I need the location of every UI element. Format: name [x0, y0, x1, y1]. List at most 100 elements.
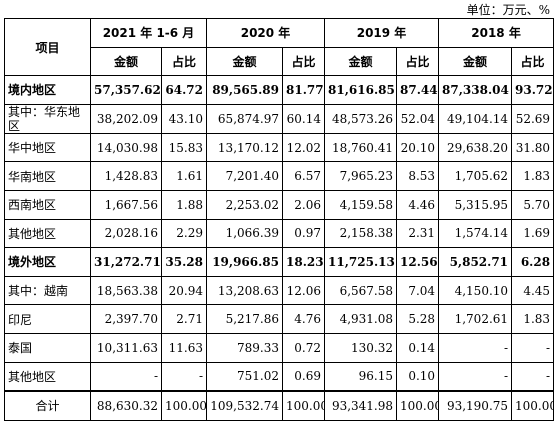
ratio-cell: 0.10 — [396, 361, 440, 392]
ratio-cell: 1.83 — [511, 161, 554, 191]
header-period: 2020 年 — [205, 18, 326, 48]
amount-cell: 87,338.04 — [438, 75, 513, 105]
amount-cell: 81,616.85 — [324, 75, 398, 105]
header-ratio: 占比 — [281, 46, 326, 77]
ratio-cell: - — [511, 361, 554, 392]
header-amount: 金额 — [206, 46, 283, 77]
header-amount: 金额 — [438, 46, 513, 77]
ratio-cell: 81.77 — [281, 75, 326, 105]
row-label: 华中地区 — [4, 132, 91, 163]
row-label: 境内地区 — [4, 75, 91, 105]
amount-cell: 96.15 — [324, 361, 398, 392]
ratio-cell: 6.57 — [281, 161, 326, 191]
ratio-cell: 20.94 — [161, 275, 207, 306]
revenue-by-region-table: 项目 2021 年 1-6 月 2020 年 2019 年 2018 年 金额 … — [4, 17, 554, 421]
header-amount: 金额 — [90, 46, 162, 77]
ratio-cell: 0.14 — [396, 332, 440, 363]
ratio-cell: 5.70 — [511, 189, 554, 220]
ratio-cell: 31.80 — [511, 132, 554, 163]
ratio-cell: 60.14 — [281, 103, 326, 134]
table-row: 其他地区 - -751.02 0.69 96.15 0.10- - — [4, 361, 554, 392]
header-row-metrics: 金额 占比 金额 占比 金额 占比 金额 占比 — [5, 46, 554, 77]
row-label: 西南地区 — [4, 189, 91, 220]
table-row: 印尼 2,397.70 2.71 5,217.86 4.76 4,931.08 5.28 1,… — [4, 304, 554, 334]
ratio-cell: 11.63 — [161, 332, 207, 363]
amount-cell: - — [438, 361, 513, 392]
amount-cell: 109,532.74 — [206, 390, 283, 421]
table-row: 泰国 10,311.63 11.63 789.33 0.72 130.32 0.14- - — [4, 332, 554, 363]
table-row: 境外地区 31,272.71 35.28 19,966.85 18.23 11,725.1… — [4, 247, 554, 277]
ratio-cell: 2.31 — [396, 218, 440, 249]
ratio-cell: 64.72 — [161, 75, 207, 105]
amount-cell: 5,852.71 — [438, 247, 513, 277]
row-label: 其他地区 — [4, 361, 91, 392]
amount-cell: 65,874.97 — [206, 103, 283, 134]
amount-cell: 7,201.40 — [206, 161, 283, 191]
ratio-cell: 43.10 — [161, 103, 207, 134]
header-ratio: 占比 — [161, 46, 207, 77]
amount-cell: 4,931.08 — [324, 304, 398, 334]
ratio-cell: 87.44 — [396, 75, 440, 105]
amount-cell: 5,315.95 — [438, 189, 513, 220]
ratio-cell: 12.56 — [396, 247, 440, 277]
amount-cell: 1,667.56 — [90, 189, 162, 220]
amount-cell: 19,966.85 — [206, 247, 283, 277]
amount-cell: 11,725.13 — [324, 247, 398, 277]
amount-cell: 1,705.62 — [438, 161, 513, 191]
table-row: 境内地区 57,357.62 64.72 89,565.89 81.77 81,616.8… — [4, 75, 554, 105]
ratio-cell: 5.28 — [396, 304, 440, 334]
amount-cell: 89,565.89 — [206, 75, 283, 105]
ratio-cell: 52.04 — [396, 103, 440, 134]
ratio-cell: 1.88 — [161, 189, 207, 220]
amount-cell: 10,311.63 — [90, 332, 162, 363]
table-row: 华中地区 14,030.98 15.83 13,170.12 12.02 18,760.4… — [4, 132, 554, 163]
ratio-cell: 35.28 — [161, 247, 207, 277]
ratio-cell: 2.71 — [161, 304, 207, 334]
amount-cell: 1,702.61 — [438, 304, 513, 334]
row-label: 其中：越南 — [4, 275, 91, 306]
ratio-cell: 18.23 — [281, 247, 326, 277]
header-period: 2019 年 — [324, 18, 440, 48]
amount-cell: 1,066.39 — [206, 218, 283, 249]
ratio-cell: 12.06 — [281, 275, 326, 306]
header-period: 2021 年 1-6 月 — [90, 18, 207, 48]
amount-cell: 13,208.63 — [206, 275, 283, 306]
table-row: 华南地区 1,428.83 1.61 7,201.40 6.57 7,965.23 8.53… — [4, 161, 554, 191]
amount-cell: 751.02 — [206, 361, 283, 392]
header-project: 项目 — [4, 17, 91, 77]
amount-cell: 2,397.70 — [90, 304, 162, 334]
ratio-cell: 100.00 — [396, 390, 440, 421]
header-ratio: 占比 — [511, 46, 554, 77]
table-row: 西南地区 1,667.56 1.88 2,253.02 2.06 4,159.58 4.46… — [4, 189, 554, 220]
ratio-cell: 1.83 — [511, 304, 554, 334]
amount-cell: 6,567.58 — [324, 275, 398, 306]
ratio-cell: 0.97 — [281, 218, 326, 249]
ratio-cell: 2.06 — [281, 189, 326, 220]
amount-cell: 38,202.09 — [90, 103, 162, 134]
ratio-cell: 2.29 — [161, 218, 207, 249]
amount-cell: 1,428.83 — [90, 161, 162, 191]
ratio-cell: 100.00 — [511, 390, 554, 421]
amount-cell: 13,170.12 — [206, 132, 283, 163]
header-row-periods: 项目 2021 年 1-6 月 2020 年 2019 年 2018 年 — [4, 17, 554, 77]
unit-note: 单位：万元、% — [466, 3, 550, 17]
ratio-cell: 12.02 — [281, 132, 326, 163]
ratio-cell: 4.76 — [281, 304, 326, 334]
amount-cell: 2,028.16 — [90, 218, 162, 249]
amount-cell: 1,574.14 — [438, 218, 513, 249]
ratio-cell: 52.69 — [511, 103, 554, 134]
table-row: 其他地区 2,028.16 2.29 1,066.39 0.97 2,158.38 2.31… — [4, 218, 554, 249]
amount-cell: 93,190.75 — [438, 390, 513, 421]
amount-cell: 18,563.38 — [90, 275, 162, 306]
row-label: 泰国 — [4, 332, 91, 363]
ratio-cell: - — [161, 361, 207, 392]
ratio-cell: 6.28 — [511, 247, 554, 277]
amount-cell: 93,341.98 — [324, 390, 398, 421]
row-label: 其中：华东地区 — [4, 103, 91, 134]
table-row: 合计 88,630.32 100.00 109,532.74 100.00 93,341.… — [4, 390, 554, 421]
amount-cell: 18,760.41 — [324, 132, 398, 163]
row-label: 华南地区 — [4, 161, 91, 191]
ratio-cell: 1.69 — [511, 218, 554, 249]
amount-cell: 49,104.14 — [438, 103, 513, 134]
table-row: 其中：越南 18,563.38 20.94 13,208.63 12.06 6,567.5… — [4, 275, 554, 306]
